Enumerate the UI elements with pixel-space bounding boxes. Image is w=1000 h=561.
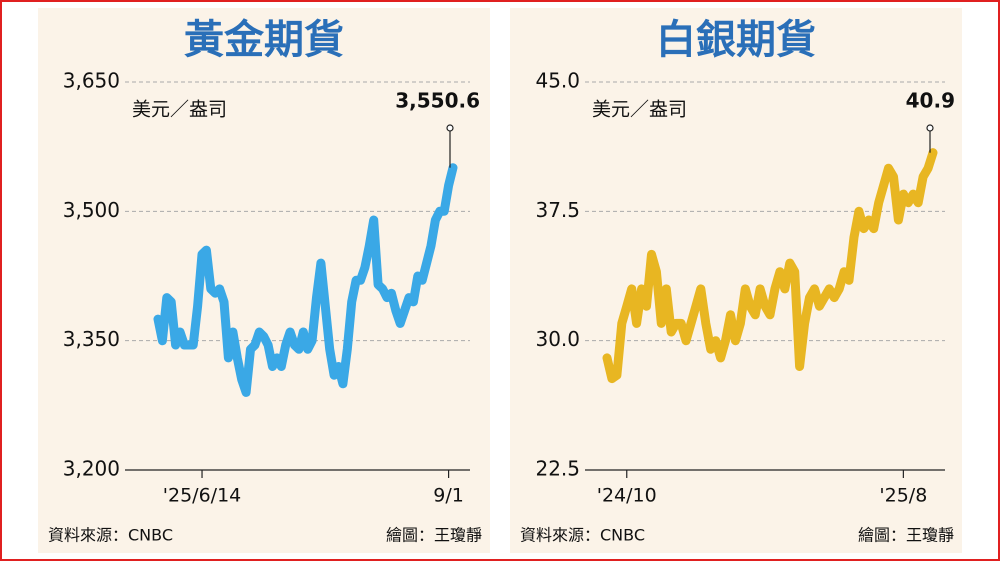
line — [153, 163, 458, 397]
marker — [926, 124, 934, 132]
chart-title: 白銀期貨 — [656, 17, 816, 63]
x-tick-label: '25/8 — [879, 485, 927, 507]
x-tick-label: '25/6/14 — [163, 485, 241, 507]
marker — [446, 124, 454, 132]
y-tick-label: 37.5 — [535, 198, 580, 222]
source: 資料來源：CNBC — [520, 526, 645, 545]
credit: 繪圖：王瓊靜 — [386, 526, 482, 545]
y-tick-label: 3,500 — [63, 198, 120, 222]
unit-label: 美元／盎司 — [592, 99, 687, 121]
y-tick-label: 22.5 — [535, 457, 580, 481]
y-tick-label: 30.0 — [535, 327, 580, 351]
x-tick-label: '24/10 — [597, 485, 657, 507]
credit: 繪圖：王瓊靜 — [858, 526, 954, 545]
y-tick-label: 45.0 — [535, 69, 580, 93]
unit-label: 美元／盎司 — [132, 99, 227, 121]
x-tick-label: 9/1 — [433, 485, 464, 507]
y-tick-label: 3,650 — [63, 69, 120, 93]
value-label: 3,550.6 — [395, 89, 480, 113]
line — [602, 148, 938, 384]
source: 資料來源：CNBC — [48, 526, 173, 545]
y-tick-label: 3,350 — [63, 327, 120, 351]
y-tick-label: 3,200 — [63, 457, 120, 481]
panel — [510, 8, 962, 553]
chart-title: 黃金期貨 — [184, 17, 344, 63]
value-label: 40.9 — [906, 89, 955, 113]
